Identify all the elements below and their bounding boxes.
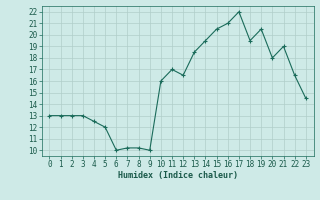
X-axis label: Humidex (Indice chaleur): Humidex (Indice chaleur) xyxy=(118,171,237,180)
